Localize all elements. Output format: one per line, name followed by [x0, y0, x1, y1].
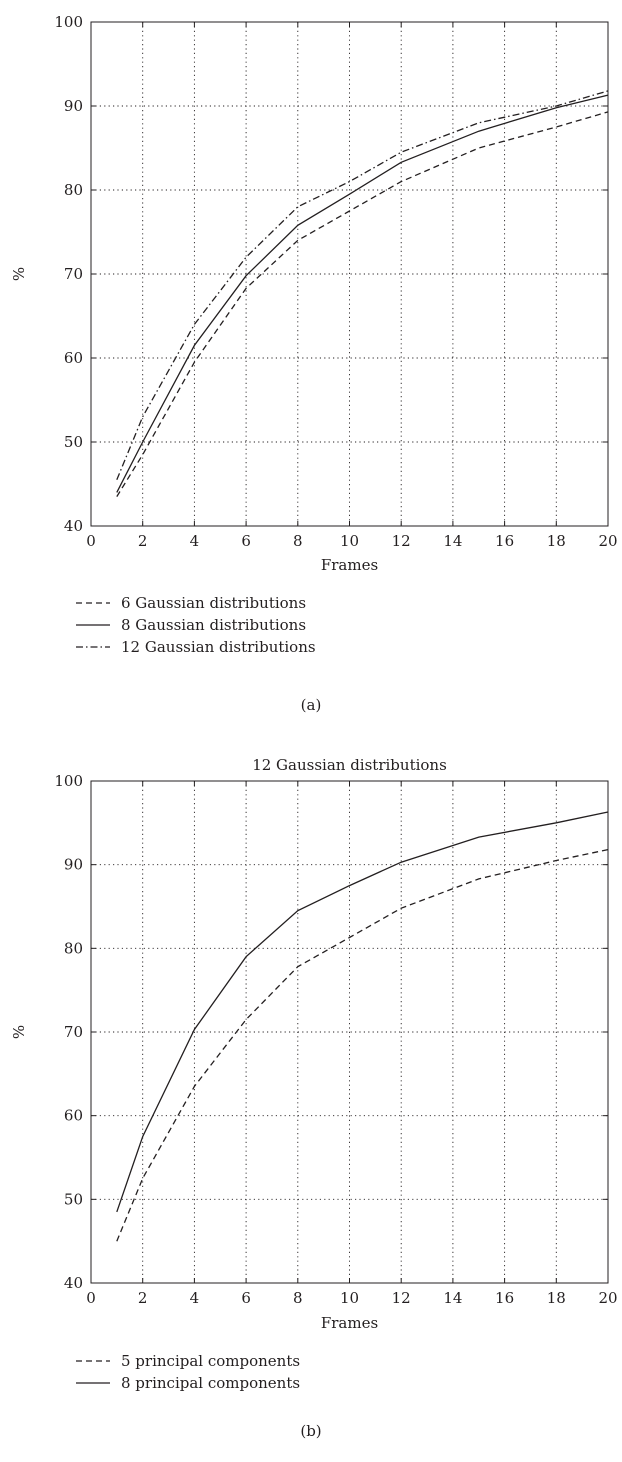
- y-tick-label: 60: [64, 349, 83, 367]
- y-tick-label: 50: [64, 433, 83, 451]
- chart-b: 12 Gaussian distributions 0 2 4 6 8 10 12 14 16 18…: [10, 756, 618, 1440]
- legend-entry: 8 Gaussian distributions: [121, 616, 306, 634]
- chart-a: 0 2 4 6 8 10 12 14 16 18 20 40 50 60 70 80 90 100 Frames% 6…: [10, 13, 618, 714]
- legend-entry: 6 Gaussian distributions: [121, 594, 306, 612]
- x-tick-label: 16: [495, 1289, 514, 1307]
- y-tick-label: 100: [54, 772, 83, 790]
- series-line-2: [116, 94, 609, 493]
- x-tick-label: 16: [495, 532, 514, 550]
- y-tick-label: 50: [64, 1190, 83, 1208]
- y-tick-label: 80: [64, 939, 83, 957]
- chart-title: 12 Gaussian distributions: [252, 756, 447, 774]
- x-tick-label: 6: [241, 1289, 251, 1307]
- x-tick-label: 18: [547, 532, 566, 550]
- x-tick-label: 8: [293, 1289, 303, 1307]
- x-tick-label: 14: [443, 532, 462, 550]
- x-tick-label: 20: [598, 532, 617, 550]
- y-tick-label: 70: [64, 265, 83, 283]
- x-tick-label: 14: [443, 1289, 462, 1307]
- y-tick-label: 90: [64, 97, 83, 115]
- x-tick-label: 0: [86, 532, 96, 550]
- y-tick-label: 70: [64, 1023, 83, 1041]
- x-tick-label: 12: [392, 1289, 411, 1307]
- series-line-3: [116, 90, 609, 481]
- y-tick-label: 40: [64, 517, 83, 535]
- x-tick-label: 8: [293, 532, 303, 550]
- x-tick-label: 6: [241, 532, 251, 550]
- legend-entry: 5 principal components: [121, 1352, 300, 1370]
- x-tick-label: 0: [86, 1289, 96, 1307]
- y-tick-label: 100: [54, 13, 83, 31]
- series-line-1: [116, 111, 609, 497]
- x-axis-label: Frames: [321, 556, 378, 574]
- series-line-1: [116, 848, 609, 1242]
- x-tick-label: 10: [340, 1289, 359, 1307]
- panel-caption: (a): [301, 696, 322, 714]
- x-tick-label: 18: [547, 1289, 566, 1307]
- x-tick-label: 20: [598, 1289, 617, 1307]
- panel-caption: (b): [300, 1422, 321, 1440]
- legend-entry: 12 Gaussian distributions: [121, 638, 316, 656]
- y-tick-label: 40: [64, 1274, 83, 1292]
- x-tick-label: 2: [138, 1289, 148, 1307]
- y-tick-label: 80: [64, 181, 83, 199]
- x-tick-label: 12: [392, 532, 411, 550]
- y-tick-label: 90: [64, 856, 83, 874]
- y-axis-label: %: [10, 1025, 28, 1039]
- y-axis-label: %: [10, 267, 28, 281]
- x-tick-label: 2: [138, 532, 148, 550]
- x-axis-label: Frames: [321, 1314, 378, 1332]
- x-tick-label: 4: [190, 532, 200, 550]
- series-line-2: [116, 811, 609, 1213]
- x-tick-label: 4: [190, 1289, 200, 1307]
- y-tick-label: 60: [64, 1107, 83, 1125]
- x-tick-label: 10: [340, 532, 359, 550]
- legend-entry: 8 principal components: [121, 1374, 300, 1392]
